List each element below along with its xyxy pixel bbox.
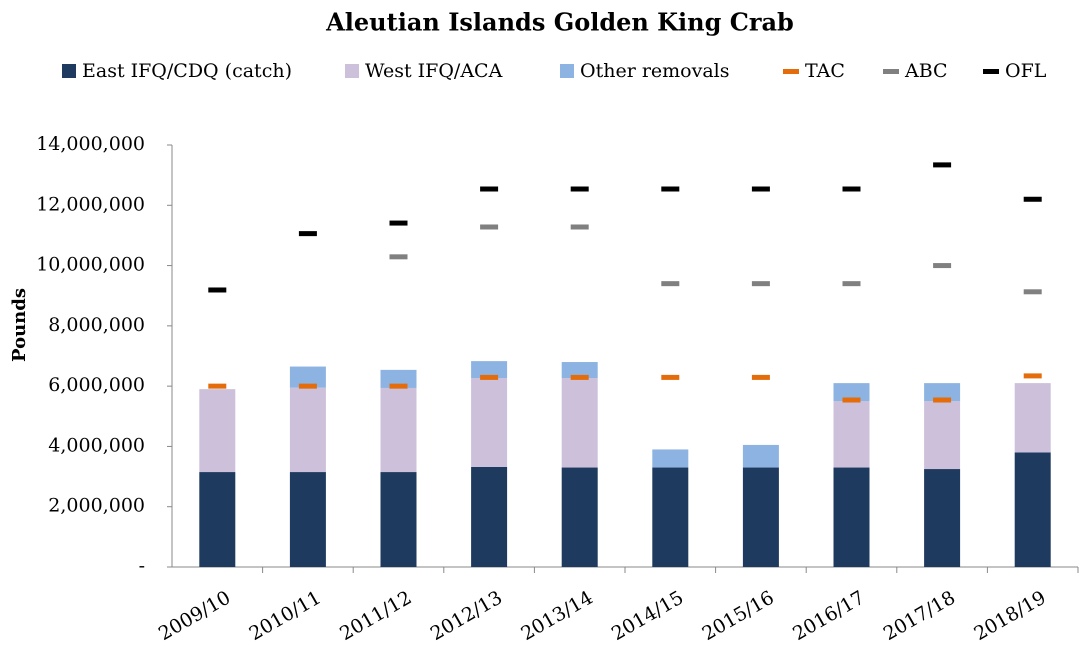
x-tick-label: 2013/14 <box>517 587 596 646</box>
bar-segment <box>471 361 508 379</box>
y-tick-label: 2,000,000 <box>48 495 145 517</box>
bar-segment <box>833 383 870 402</box>
bar-segment <box>289 366 326 388</box>
x-tick-label: 2017/18 <box>880 587 959 646</box>
legend-label: East IFQ/CDQ (catch) <box>82 60 292 82</box>
y-tick-label: 4,000,000 <box>48 434 145 456</box>
bar-segment <box>561 362 598 379</box>
legend-label: TAC <box>805 60 845 82</box>
marker <box>661 281 680 287</box>
legend-label: ABC <box>904 60 948 82</box>
bar-segment <box>1014 452 1051 567</box>
bar-segment <box>924 469 961 567</box>
x-tick-label: 2016/17 <box>789 587 868 646</box>
bar-segment <box>924 401 961 470</box>
y-tick-label: - <box>139 555 145 577</box>
y-tick-label: 10,000,000 <box>36 254 145 276</box>
bar-segment <box>652 449 689 468</box>
x-tick-label: 2015/16 <box>699 587 778 646</box>
marker <box>933 263 952 269</box>
marker <box>842 281 861 287</box>
x-tick-label: 2010/11 <box>246 587 325 646</box>
legend-swatch <box>783 69 799 74</box>
bar-segment <box>742 467 779 567</box>
marker <box>1023 373 1042 379</box>
marker <box>751 281 770 287</box>
legend-swatch <box>345 64 359 78</box>
marker <box>480 224 499 230</box>
marker <box>570 374 589 380</box>
legend-swatch <box>560 64 574 78</box>
bar-segment <box>199 472 236 567</box>
bar-segment <box>380 369 417 388</box>
bar-segment <box>924 383 961 402</box>
marker <box>298 231 317 237</box>
x-tick-label: 2018/19 <box>970 587 1049 646</box>
bar-segment <box>561 378 598 468</box>
y-tick-label: 6,000,000 <box>48 374 145 396</box>
marker <box>208 287 227 293</box>
chart-title: Aleutian Islands Golden King Crab <box>325 8 794 37</box>
legend-label: Other removals <box>580 60 730 82</box>
marker <box>661 186 680 192</box>
legend-swatch <box>883 69 899 74</box>
bar-segment <box>471 466 508 567</box>
legend-label: OFL <box>1005 60 1047 82</box>
marker <box>751 374 770 380</box>
marker <box>570 224 589 230</box>
marker <box>933 397 952 403</box>
legend-swatch <box>62 64 76 78</box>
marker <box>933 162 952 168</box>
bar-segment <box>561 467 598 567</box>
marker <box>480 186 499 192</box>
x-tick-label: 2011/12 <box>336 587 415 646</box>
bar-segment <box>289 387 326 473</box>
bar-segment <box>471 378 508 467</box>
y-axis-title: Pounds <box>9 288 30 362</box>
bar-segment <box>742 444 779 468</box>
y-tick-label: 8,000,000 <box>48 314 145 336</box>
legend-label: West IFQ/ACA <box>365 60 503 82</box>
marker <box>389 383 408 389</box>
marker <box>1023 289 1042 295</box>
marker <box>751 186 770 192</box>
marker <box>389 220 408 226</box>
bar-segment <box>289 472 326 567</box>
bar-segment <box>199 389 236 473</box>
x-tick-label: 2014/15 <box>608 587 687 646</box>
bar-segment <box>833 467 870 567</box>
marker <box>842 186 861 192</box>
bar-segment <box>380 387 417 473</box>
legend-swatch <box>983 69 999 74</box>
marker <box>389 254 408 260</box>
marker <box>480 374 499 380</box>
marker <box>208 383 227 389</box>
x-tick-label: 2009/10 <box>155 587 234 646</box>
y-tick-label: 14,000,000 <box>36 133 145 155</box>
marker <box>1023 196 1042 202</box>
bar-segment <box>652 467 689 567</box>
bar-segment <box>380 472 417 567</box>
marker <box>298 383 317 389</box>
marker <box>570 186 589 192</box>
bar-segment <box>1014 383 1051 453</box>
marker <box>842 397 861 403</box>
y-tick-label: 12,000,000 <box>36 193 145 215</box>
bar-segment <box>833 401 870 468</box>
marker <box>661 374 680 380</box>
x-tick-label: 2012/13 <box>427 587 506 646</box>
